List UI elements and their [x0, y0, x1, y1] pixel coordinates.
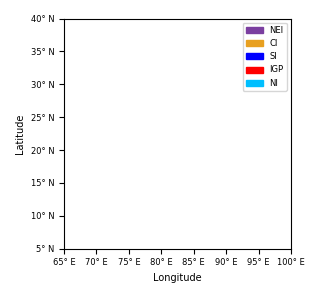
Y-axis label: Latitude: Latitude: [15, 114, 25, 154]
X-axis label: Longitude: Longitude: [153, 273, 202, 283]
Legend: NEI, CI, SI, IGP, NI: NEI, CI, SI, IGP, NI: [243, 23, 287, 91]
